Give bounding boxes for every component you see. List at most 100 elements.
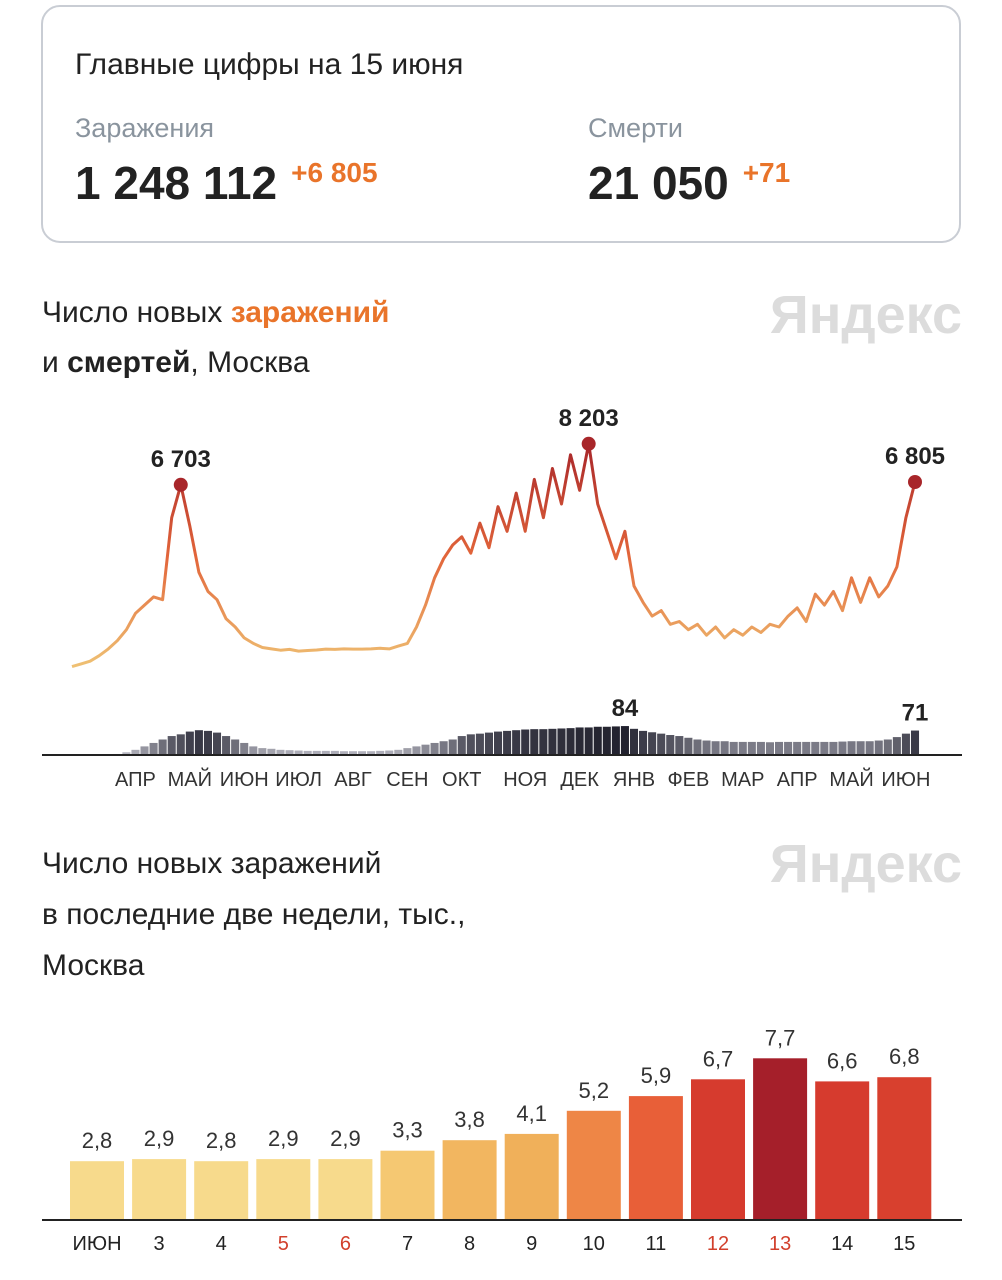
x-tick-label: 12 [707, 1233, 729, 1255]
death-bar [240, 742, 249, 755]
death-bar [693, 739, 702, 755]
bar [70, 1161, 124, 1220]
death-bar [512, 730, 521, 755]
death-bar [185, 731, 194, 755]
watermark: Яндекс [770, 834, 962, 894]
death-bar [484, 732, 493, 755]
death-bar [566, 728, 575, 755]
x-tick-label: 11 [646, 1233, 667, 1255]
title-part: смертей [67, 346, 190, 379]
death-bar [648, 732, 657, 755]
death-bar [339, 751, 348, 755]
x-tick-label: АПР [777, 769, 818, 791]
x-tick-label: МАЙ [829, 767, 873, 791]
watermark: Яндекс [770, 285, 962, 345]
death-bar [285, 750, 294, 755]
death-bar [892, 737, 901, 755]
chart-title: Число новых заражений [42, 296, 389, 329]
death-bar [376, 750, 385, 755]
death-bar [539, 729, 548, 755]
death-bar [494, 731, 503, 755]
death-bar [620, 726, 629, 755]
chart-title: и смертей, Москва [42, 346, 310, 379]
death-bar [602, 726, 611, 755]
bar [753, 1058, 808, 1220]
x-tick-label: ДЕК [560, 769, 599, 791]
death-bar [765, 742, 774, 755]
death-bar [847, 741, 856, 755]
death-bar [348, 751, 358, 755]
death-bar [448, 739, 457, 755]
x-tick-label: ИЮН [220, 769, 269, 791]
death-bar [883, 739, 892, 755]
bar [877, 1077, 932, 1220]
death-bar [222, 736, 231, 755]
death-bar [802, 741, 811, 755]
x-tick-label: 7 [402, 1233, 413, 1255]
death-bar [167, 736, 176, 755]
death-bar [267, 748, 276, 755]
death-bar [367, 751, 376, 755]
x-tick-label: 5 [278, 1233, 289, 1255]
death-bar [412, 746, 421, 755]
death-bar [149, 742, 158, 755]
x-tick-label: 8 [464, 1233, 475, 1255]
bar [504, 1133, 559, 1220]
death-bar [865, 741, 874, 755]
death-bar [784, 741, 793, 755]
death-bar [657, 733, 666, 755]
death-label: 71 [902, 700, 929, 727]
death-bar [829, 741, 838, 755]
cases-line [71, 442, 917, 669]
x-tick-label: 9 [526, 1233, 537, 1255]
bar-value-label: 2,9 [268, 1126, 299, 1151]
death-bar [131, 749, 140, 755]
death-bar [901, 733, 910, 755]
bar-value-label: 6,7 [703, 1046, 734, 1071]
bar [628, 1096, 683, 1220]
x-tick-label: ИЮН [72, 1233, 121, 1255]
bar [194, 1161, 249, 1220]
death-bar [711, 741, 720, 755]
bar [318, 1159, 373, 1220]
bar-value-label: 6,8 [889, 1044, 920, 1069]
x-tick-label: 13 [769, 1233, 791, 1255]
death-bar [213, 732, 222, 755]
death-bar [203, 730, 212, 755]
stat-label: Заражения [75, 113, 214, 143]
death-bar [276, 749, 285, 755]
bar-value-label: 7,7 [765, 1025, 796, 1050]
death-bar [820, 741, 829, 755]
death-bar [910, 730, 920, 755]
death-bar [775, 741, 784, 755]
x-tick-label: ИЮН [881, 769, 930, 791]
death-bar [303, 750, 312, 755]
bar [442, 1140, 497, 1220]
bar-value-label: 4,1 [516, 1101, 547, 1126]
stat-value: 1 248 112 [75, 157, 277, 209]
death-bar [430, 742, 439, 755]
death-bar [874, 740, 883, 755]
death-bar [639, 730, 648, 755]
summary-title: Главные цифры на 15 июня [75, 48, 463, 81]
death-bar [457, 736, 466, 755]
death-bar [321, 750, 330, 755]
x-tick-label: МАЙ [168, 767, 212, 791]
bar [256, 1159, 311, 1220]
bar-value-label: 2,9 [330, 1126, 361, 1151]
death-bar [140, 746, 149, 755]
death-bar [611, 726, 620, 755]
death-bar [521, 729, 530, 755]
death-bar [403, 748, 412, 755]
bar [132, 1159, 187, 1220]
death-bar [158, 739, 167, 755]
bar-value-label: 5,9 [641, 1063, 672, 1088]
death-bar [793, 741, 802, 755]
death-bar [729, 741, 738, 755]
death-bar [176, 734, 185, 755]
peak-marker [581, 436, 596, 451]
death-bar [439, 741, 448, 755]
stat-label: Смерти [588, 113, 683, 143]
x-tick-label: ЯНВ [613, 769, 655, 791]
